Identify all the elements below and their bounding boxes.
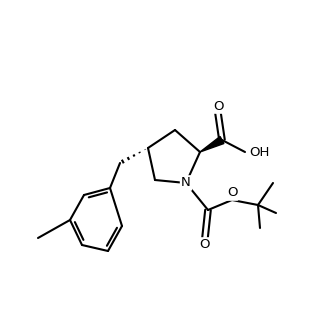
Text: O: O bbox=[213, 100, 223, 113]
Text: OH: OH bbox=[249, 146, 269, 158]
Polygon shape bbox=[200, 137, 224, 152]
Text: O: O bbox=[227, 186, 237, 200]
Text: N: N bbox=[181, 177, 191, 189]
Text: O: O bbox=[200, 239, 210, 251]
